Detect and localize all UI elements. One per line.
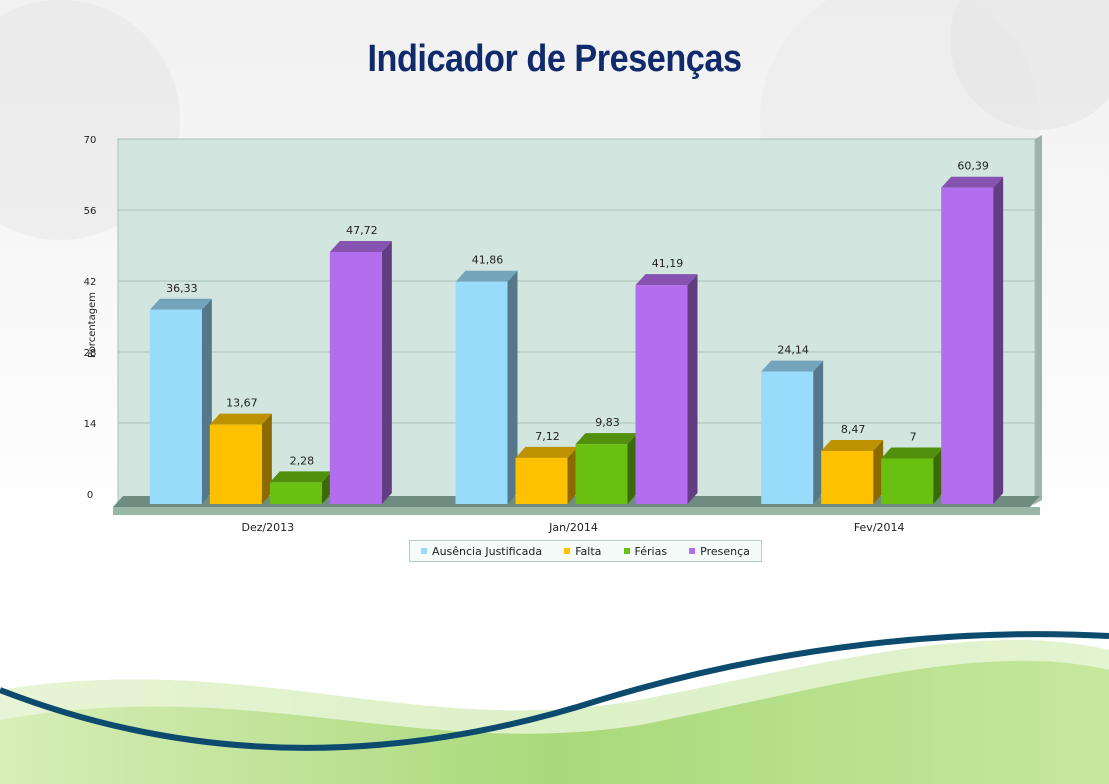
bar-front <box>455 281 508 504</box>
bar-aus-ncia-justificada-3[interactable] <box>761 360 824 504</box>
bar-front <box>821 451 874 504</box>
bar-side <box>261 413 272 504</box>
y-axis-title: Porcentagem <box>87 292 98 358</box>
y-tick-label: 14 <box>84 419 97 430</box>
legend-label: Presença <box>700 544 750 558</box>
bar-side <box>687 274 698 504</box>
bar-side <box>813 360 824 504</box>
data-label: 7 <box>910 431 917 444</box>
bar-falta-3[interactable] <box>821 440 884 504</box>
bar-side <box>381 240 392 504</box>
bar-f-rias-1[interactable] <box>269 471 332 504</box>
bar-top <box>635 274 698 286</box>
bar-front <box>149 309 202 504</box>
y-tick-label: 42 <box>84 277 97 288</box>
data-label: 13,67 <box>226 397 258 410</box>
data-label: 8,47 <box>841 423 866 436</box>
chart-legend[interactable]: Ausência Justificada Falta Férias Presença <box>409 540 762 562</box>
bar-presen-a-2[interactable] <box>635 274 698 504</box>
bg-navy-swoosh <box>0 631 1109 751</box>
plot-side-wall <box>1035 135 1042 504</box>
legend-item[interactable]: Férias <box>623 544 668 558</box>
data-label: 47,72 <box>346 224 378 237</box>
bar-f-rias-3[interactable] <box>881 447 944 505</box>
data-label: 24,14 <box>777 344 809 357</box>
x-tick-label: Dez/2013 <box>241 521 294 534</box>
bar-falta-2[interactable] <box>515 446 578 504</box>
data-label: 60,39 <box>957 160 989 173</box>
bar-front <box>515 457 568 504</box>
legend-label: Férias <box>634 544 668 558</box>
bar-side <box>567 446 578 504</box>
bar-top <box>269 471 332 483</box>
slide-title: Indicador de Presenças <box>367 38 742 80</box>
bar-top <box>455 270 518 282</box>
x-tick-label: Fev/2014 <box>854 521 905 534</box>
data-label: 7,12 <box>535 430 560 443</box>
data-label: 41,19 <box>652 257 684 270</box>
chart-floor-front <box>113 507 1040 515</box>
y-tick-label: 28 <box>84 348 97 359</box>
y-tick-label: 56 <box>84 206 97 217</box>
bar-presen-a-1[interactable] <box>329 240 392 504</box>
bar-front <box>329 251 382 504</box>
bar-front <box>761 371 814 504</box>
bar-front <box>575 444 628 504</box>
bar-top <box>329 240 392 252</box>
legend-item[interactable]: Falta <box>564 545 601 558</box>
bar-top <box>575 433 638 445</box>
bar-side <box>321 471 332 504</box>
legend-item[interactable]: Presença <box>689 545 750 558</box>
bar-front <box>635 285 688 504</box>
legend-label: Ausência Justificada <box>432 544 543 558</box>
bar-side <box>507 270 518 504</box>
bar-presen-a-3[interactable] <box>941 176 1004 504</box>
bar-top <box>209 413 272 425</box>
bar-side <box>933 447 944 504</box>
data-label: 9,83 <box>595 416 620 429</box>
legend-swatch <box>689 548 696 554</box>
bar-side <box>201 298 212 504</box>
bar-front <box>209 424 262 504</box>
legend-swatch <box>421 548 428 554</box>
y-tick-label: 70 <box>84 135 97 146</box>
bar-f-rias-2[interactable] <box>575 433 638 504</box>
legend-swatch <box>564 548 571 554</box>
data-label: 36,33 <box>166 282 198 295</box>
legend-swatch <box>623 548 630 554</box>
data-label: 41,86 <box>472 254 504 267</box>
legend-item[interactable]: Ausência Justificada <box>421 545 542 558</box>
bar-falta-1[interactable] <box>209 413 272 504</box>
bar-front <box>881 458 934 504</box>
legend-label: Falta <box>575 544 602 558</box>
bg-light-wave <box>0 640 1109 734</box>
bar-front <box>269 482 322 504</box>
bar-side <box>873 440 884 504</box>
bar-aus-ncia-justificada-1[interactable] <box>149 298 212 504</box>
y-tick-label: 0 <box>87 490 93 501</box>
bg-circle-decoration <box>950 0 1109 130</box>
bar-side <box>627 433 638 504</box>
bar-side <box>993 176 1004 504</box>
bar-front <box>941 187 994 504</box>
bar-top <box>149 298 212 310</box>
bar-top <box>941 176 1004 188</box>
x-tick-label: Jan/2014 <box>548 521 598 534</box>
bar-top <box>821 440 884 452</box>
bar-top <box>761 360 824 372</box>
bar-aus-ncia-justificada-2[interactable] <box>455 270 518 504</box>
bar-top <box>881 447 944 459</box>
bar-top <box>515 446 578 458</box>
data-label: 2,28 <box>290 454 315 467</box>
